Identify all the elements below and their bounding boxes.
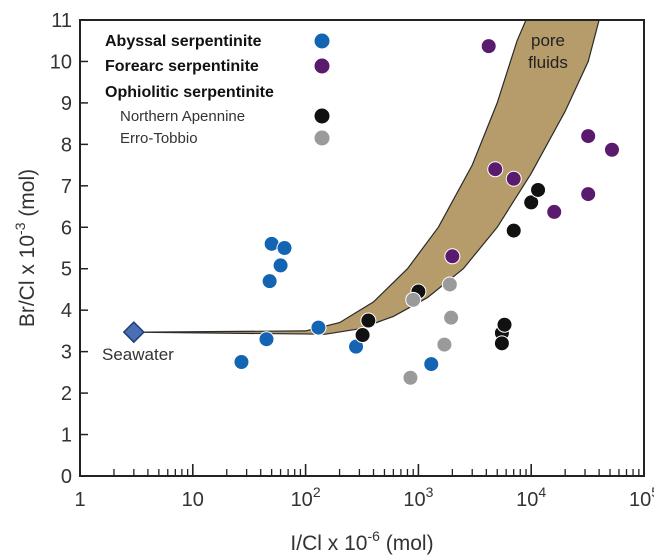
- y-tick-label: 5: [61, 259, 72, 281]
- erro-tobbio-point: [436, 336, 453, 353]
- x-tick-label: 102: [291, 484, 321, 511]
- y-tick-label: 6: [61, 217, 72, 239]
- y-axis-title: Br/Cl x 10-3 (mol): [12, 169, 39, 327]
- forearc-serpentinite-point: [603, 141, 620, 158]
- legend-label-forearc-serpentinite: Forearc serpentinite: [105, 58, 259, 75]
- seawater-marker: [122, 321, 145, 344]
- abyssal-serpentinite-point: [272, 257, 289, 274]
- y-tick-label: 3: [61, 342, 72, 364]
- erro-tobbio-point: [443, 309, 460, 326]
- forearc-serpentinite-point: [505, 170, 522, 187]
- legend-marker-erro-tobbio: [314, 130, 330, 146]
- northern-apennine-point: [493, 335, 510, 352]
- legend-label-abyssal-serpentinite: Abyssal serpentinite: [105, 33, 262, 50]
- x-tick-label: 105: [629, 484, 654, 511]
- abyssal-serpentinite-point: [423, 356, 440, 373]
- abyssal-serpentinite-point: [310, 319, 327, 336]
- northern-apennine-point: [354, 327, 371, 344]
- legend-marker-abyssal-serpentinite: [314, 33, 330, 49]
- forearc-serpentinite-point: [580, 128, 597, 145]
- legend-marker-northern-apennine: [314, 108, 330, 124]
- y-tick-label: 1: [61, 425, 72, 447]
- legend-marker-forearc-serpentinite: [314, 58, 330, 74]
- plot-frame: [79, 19, 645, 477]
- y-tick-label: 4: [61, 300, 72, 322]
- pore-fluids-label: pore: [531, 31, 565, 50]
- x-tick-label: 103: [403, 484, 433, 511]
- y-tick-label: 9: [61, 93, 72, 115]
- y-tick-label: 11: [51, 10, 72, 32]
- data-point-layer: Seawater pore fluids: [102, 31, 620, 386]
- y-tick-label: 7: [61, 176, 72, 198]
- legend-label-ophiolitic-serpentinite: Ophiolitic serpentinite: [105, 84, 274, 101]
- abyssal-serpentinite-point: [258, 331, 275, 348]
- x-tick-label: 10: [182, 489, 204, 511]
- abyssal-serpentinite-point: [276, 240, 293, 256]
- forearc-serpentinite-point: [480, 38, 497, 55]
- forearc-serpentinite-point: [546, 203, 563, 220]
- x-tick-label: 1: [74, 489, 85, 511]
- erro-tobbio-point: [402, 369, 419, 386]
- pore-fluids-label: fluids: [528, 53, 568, 72]
- northern-apennine-point: [496, 316, 513, 333]
- northern-apennine-point: [505, 222, 522, 239]
- plot-frame-layer: [79, 19, 645, 477]
- x-tick-label: 104: [516, 484, 546, 511]
- legend: Abyssal serpentinite Forearc serpentinite…: [105, 33, 330, 147]
- erro-tobbio-point: [405, 291, 422, 308]
- northern-apennine-point: [523, 194, 540, 211]
- y-tick-label: 8: [61, 134, 72, 156]
- forearc-serpentinite-point: [580, 186, 597, 203]
- abyssal-serpentinite-point: [233, 354, 250, 370]
- erro-tobbio-point: [441, 276, 458, 293]
- x-axis-title: I/Cl x 10-6 (mol): [290, 528, 433, 555]
- seawater-label: Seawater: [102, 345, 174, 364]
- tick-layer: 01234567891011110102103104105: [50, 10, 654, 511]
- y-tick-label: 10: [50, 51, 72, 73]
- y-tick-label: 0: [61, 466, 72, 488]
- forearc-serpentinite-point: [487, 161, 504, 178]
- legend-label-erro-tobbio: Erro-Tobbio: [120, 130, 198, 147]
- y-tick-label: 2: [61, 383, 72, 405]
- northern-apennine-point: [530, 181, 547, 198]
- northern-apennine-point: [360, 312, 377, 329]
- abyssal-serpentinite-point: [261, 273, 278, 290]
- forearc-serpentinite-point: [444, 248, 461, 265]
- legend-label-northern-apennine: Northern Apennine: [120, 108, 245, 125]
- axis-title-layer: I/Cl x 10-6 (mol) Br/Cl x 10-3 (mol): [12, 169, 434, 555]
